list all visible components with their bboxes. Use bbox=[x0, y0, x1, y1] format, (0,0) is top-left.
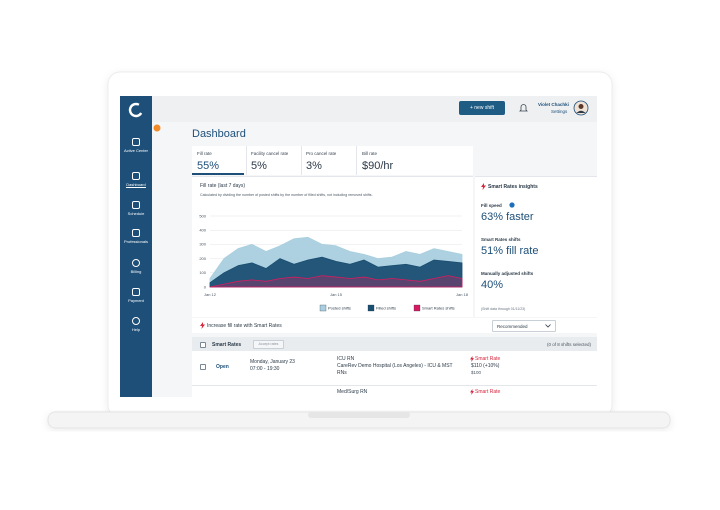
x-tick-label: Jan 15 bbox=[330, 292, 343, 297]
y-tick-label: 400 bbox=[199, 228, 206, 233]
area-series bbox=[209, 275, 463, 288]
banner-text: Increase fill rate with Smart Rates bbox=[207, 322, 282, 329]
select-all-checkbox[interactable] bbox=[200, 341, 206, 348]
metric-label: Smart Rates shifts bbox=[481, 237, 521, 242]
stat-card[interactable]: Fill rate 55% bbox=[192, 146, 244, 175]
bell-icon[interactable] bbox=[519, 103, 528, 113]
shift-date: Monday, January 23 bbox=[250, 359, 295, 365]
legend-label: Posted shifts bbox=[328, 306, 351, 311]
bolt-icon bbox=[470, 356, 474, 362]
legend-label: Filled shifts bbox=[376, 306, 396, 311]
stat-label: Facility cancel rate bbox=[251, 151, 289, 156]
stat-label: Bill rate bbox=[362, 151, 378, 156]
stat-label: Fill rate bbox=[197, 151, 212, 156]
accept-rates-button[interactable]: Accept rates bbox=[253, 340, 284, 349]
shift-row[interactable]: Open Monday, January 23 07:00 - 19:30 IC… bbox=[192, 351, 597, 386]
selection-status: (0 of 8 shifts selected) bbox=[546, 341, 591, 347]
nav-item[interactable]: Schedule bbox=[120, 201, 152, 216]
stat-value: 5% bbox=[251, 160, 267, 172]
nav-item[interactable]: Professionals bbox=[120, 229, 152, 244]
nav-label: Dashboard bbox=[126, 182, 146, 188]
x-tick-label: Jan 18 bbox=[456, 292, 469, 297]
shift-row[interactable]: Med/Surg RN Smart Rate bbox=[192, 386, 597, 397]
metric-label: Fill speed bbox=[481, 203, 502, 208]
rate-label: Smart Rate bbox=[475, 356, 501, 362]
y-tick-label: 100 bbox=[199, 270, 206, 275]
logo bbox=[128, 102, 144, 118]
y-tick-label: 300 bbox=[199, 242, 206, 247]
y-tick-label: 0 bbox=[204, 284, 207, 289]
stat-card[interactable]: Bill rate $90/hr bbox=[356, 146, 417, 175]
nav-label: Schedule bbox=[127, 211, 145, 216]
y-tick-label: 500 bbox=[199, 213, 206, 218]
section-title: Smart Rates bbox=[212, 341, 242, 348]
app-screen: Active Center Dashboard Schedule Profess… bbox=[120, 96, 597, 397]
metric-value: 51% fill rate bbox=[481, 245, 539, 257]
settings-link[interactable]: Settings bbox=[551, 109, 568, 114]
nav-label: Billing bbox=[130, 269, 142, 274]
legend-label: Smart Rates shifts bbox=[422, 306, 455, 311]
stat-label: Pro cancel rate bbox=[306, 151, 337, 156]
stats-row: Fill rate 55% Facility cancel rate 5% Pr… bbox=[192, 146, 473, 175]
shift-role: Med/Surg RN bbox=[337, 389, 368, 395]
sort-dropdown[interactable]: Recommended bbox=[492, 320, 556, 332]
shift-time: 07:00 - 19:30 bbox=[250, 366, 280, 372]
nav-label: Payment bbox=[128, 298, 144, 303]
sidebar: Active Center Dashboard Schedule Profess… bbox=[120, 96, 152, 397]
rate-label: Smart Rate bbox=[475, 389, 501, 395]
base-rate: $100 bbox=[471, 370, 482, 375]
insights-title: Smart Rates insights bbox=[488, 184, 538, 190]
collapse-toggle[interactable] bbox=[153, 124, 161, 132]
nav-item[interactable]: Active Center bbox=[120, 138, 152, 153]
chart-subtitle: Calculated by dividing the number of pos… bbox=[200, 193, 373, 197]
shift-facility: CareRev Demo Hospital (Los Angeles) - IC… bbox=[337, 363, 453, 376]
nav-item[interactable]: Billing bbox=[120, 259, 152, 274]
sort-option: Recommended bbox=[497, 323, 528, 329]
stat-value: 3% bbox=[306, 160, 322, 172]
legend-swatch bbox=[367, 304, 375, 312]
metric-label: Manually adjusted shifts bbox=[481, 271, 534, 276]
nav-label: Professionals bbox=[123, 239, 148, 244]
shift-role: ICU RN bbox=[337, 356, 355, 362]
bolt-icon bbox=[481, 183, 486, 190]
top-bar: + new shift Violet Chachki Settings bbox=[152, 96, 597, 122]
legend-swatch bbox=[319, 304, 327, 312]
chevron bbox=[545, 324, 551, 328]
chart-card: Fill rate (last 7 days) Calculated by di… bbox=[192, 176, 473, 317]
bolt-icon bbox=[200, 322, 205, 329]
row-checkbox[interactable] bbox=[200, 364, 206, 370]
fill-rate-chart: Fill rate (last 7 days) Calculated by di… bbox=[199, 183, 469, 312]
metric-value: 40% bbox=[481, 279, 504, 291]
insights-panel: Smart Rates insights Fill speed 63% fast… bbox=[475, 176, 597, 317]
nav-item[interactable]: Dashboard bbox=[120, 172, 152, 188]
shift-status: Open bbox=[216, 363, 229, 370]
bolt-icon bbox=[470, 389, 474, 395]
smart-rates-banner: Increase fill rate with Smart Rates Reco… bbox=[192, 318, 597, 333]
chart-title: Fill rate (last 7 days) bbox=[200, 183, 245, 189]
stat-card[interactable]: Pro cancel rate 3% bbox=[301, 146, 357, 175]
stat-value: $90/hr bbox=[362, 160, 394, 172]
avatar[interactable] bbox=[573, 100, 589, 116]
stat-value: 55% bbox=[197, 160, 220, 172]
nav-label: Active Center bbox=[123, 148, 148, 153]
smart-rate: $110 (+10%) bbox=[471, 363, 500, 369]
nav-item[interactable]: Payment bbox=[120, 288, 152, 303]
nav-label: Help bbox=[131, 327, 141, 332]
user-name: Violet Chachki bbox=[538, 102, 569, 107]
table-header: Smart Rates Accept rates (0 of 8 shifts … bbox=[192, 337, 597, 351]
laptop-notch bbox=[308, 412, 410, 418]
nav-item[interactable]: Help bbox=[120, 317, 152, 332]
x-tick-label: Jan 12 bbox=[204, 292, 217, 297]
shift-table: Open Monday, January 23 07:00 - 19:30 IC… bbox=[192, 351, 597, 397]
new-shift-button[interactable]: + new shift bbox=[459, 101, 505, 115]
info-icon[interactable] bbox=[509, 202, 515, 208]
metric-value: 63% faster bbox=[481, 211, 534, 223]
stat-card[interactable]: Facility cancel rate 5% bbox=[246, 146, 302, 175]
page-title: Dashboard bbox=[192, 128, 246, 140]
y-tick-label: 200 bbox=[199, 256, 206, 261]
legend-swatch bbox=[413, 304, 421, 312]
insights-footnote: (Shift data through 01/11/23) bbox=[481, 307, 526, 311]
